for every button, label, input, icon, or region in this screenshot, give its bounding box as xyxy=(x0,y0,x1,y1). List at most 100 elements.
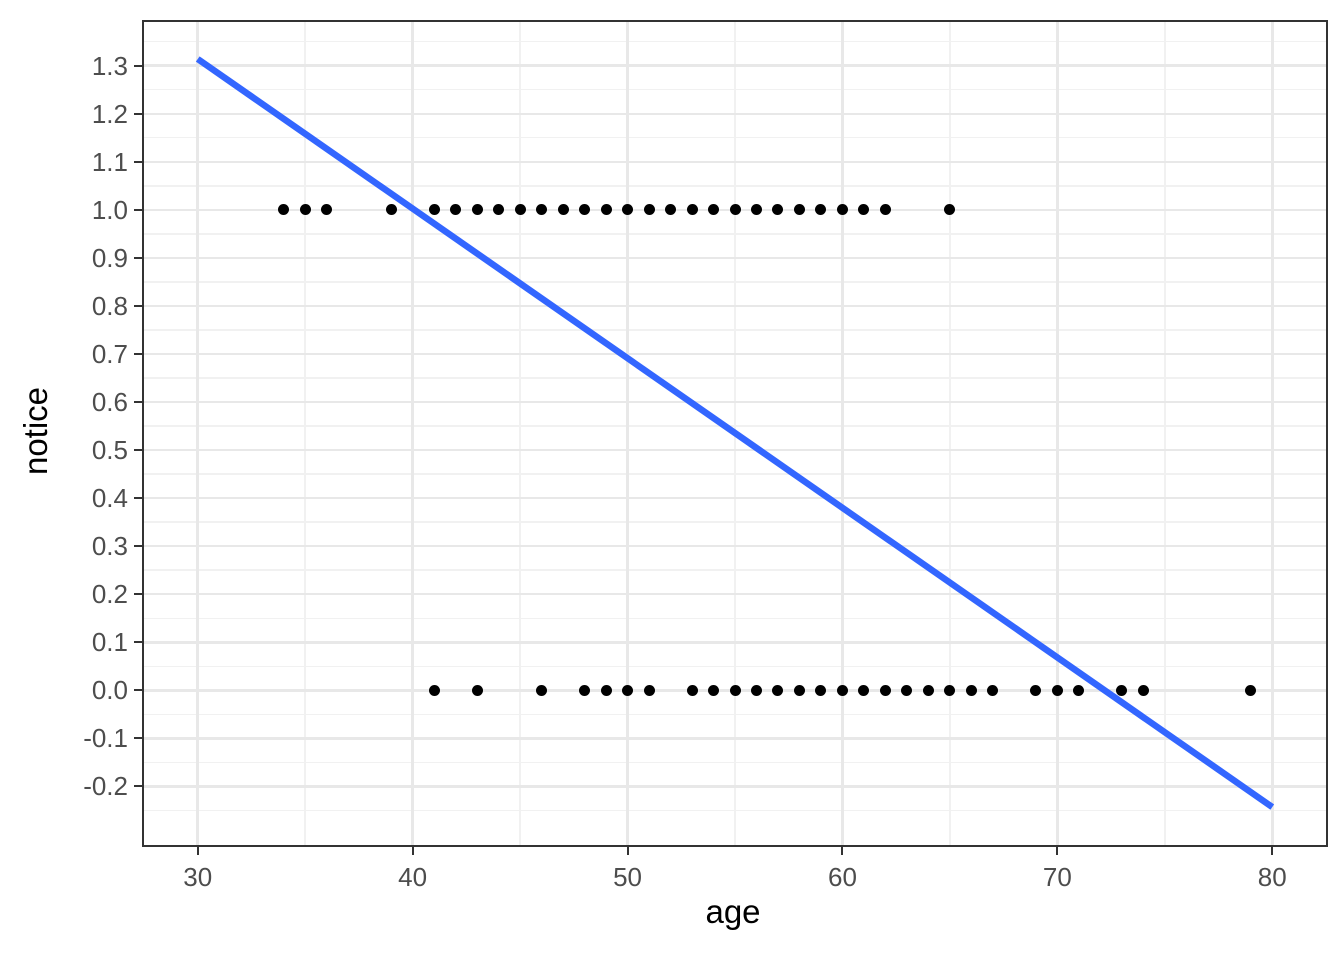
data-point xyxy=(836,684,848,696)
y-tick-mark xyxy=(134,112,142,115)
x-tick-mark xyxy=(411,847,414,855)
y-tick-label: 0.2 xyxy=(91,579,128,610)
data-point xyxy=(708,204,719,216)
data-point xyxy=(536,204,548,216)
data-point xyxy=(944,204,956,216)
y-tick-label: 0.6 xyxy=(91,387,128,418)
y-tick-mark xyxy=(134,545,142,548)
data-point xyxy=(750,684,762,696)
data-point xyxy=(750,204,762,216)
x-tick-label: 30 xyxy=(183,862,213,892)
x-tick-mark xyxy=(1056,847,1059,855)
data-point xyxy=(772,204,784,216)
data-point xyxy=(729,204,741,216)
data-point xyxy=(965,684,977,696)
data-point xyxy=(643,204,655,216)
data-point xyxy=(471,684,483,696)
y-tick-mark xyxy=(134,497,142,500)
data-point xyxy=(858,204,870,216)
y-axis-title: notice xyxy=(17,386,54,476)
y-tick-label: 0.9 xyxy=(91,242,128,273)
data-point xyxy=(1030,684,1042,696)
plot-panel xyxy=(142,20,1328,847)
y-tick-mark xyxy=(134,593,142,596)
data-point xyxy=(708,684,719,696)
data-point xyxy=(944,684,956,696)
x-tick-mark xyxy=(196,847,199,855)
data-point xyxy=(600,684,612,696)
y-tick-mark xyxy=(134,785,142,788)
y-tick-label: 0.0 xyxy=(91,675,128,706)
data-point xyxy=(557,204,569,216)
y-tick-mark xyxy=(134,208,142,211)
data-point xyxy=(385,204,397,216)
x-tick-label: 70 xyxy=(1042,862,1072,892)
x-tick-mark xyxy=(626,847,629,855)
data-point xyxy=(536,684,548,696)
y-tick-label: 0.1 xyxy=(91,627,128,658)
data-point xyxy=(836,204,848,216)
data-point xyxy=(987,684,999,696)
x-tick-mark xyxy=(841,847,844,855)
data-point xyxy=(686,204,698,216)
data-point xyxy=(879,204,891,216)
x-tick-label: 60 xyxy=(827,862,857,892)
y-tick-mark xyxy=(134,352,142,355)
y-tick-mark xyxy=(134,689,142,692)
x-tick-mark xyxy=(1271,847,1274,855)
y-tick-label: 0.3 xyxy=(91,531,128,562)
y-tick-mark xyxy=(134,401,142,404)
y-tick-label: -0.2 xyxy=(83,771,128,802)
data-point xyxy=(579,204,591,216)
data-point xyxy=(793,684,805,696)
y-tick-mark xyxy=(134,641,142,644)
data-point xyxy=(772,684,784,696)
data-point xyxy=(471,204,483,216)
data-point xyxy=(622,204,634,216)
x-tick-label: 50 xyxy=(613,862,642,892)
y-tick-label: 1.0 xyxy=(91,194,128,225)
data-point xyxy=(665,204,677,216)
y-tick-mark xyxy=(134,304,142,307)
data-point xyxy=(579,684,591,696)
y-tick-label: 0.8 xyxy=(91,290,128,321)
x-tick-label: 80 xyxy=(1257,862,1287,892)
data-point xyxy=(278,204,290,216)
data-point xyxy=(686,684,698,696)
data-point xyxy=(622,684,634,696)
data-point xyxy=(1245,684,1257,696)
data-point xyxy=(793,204,805,216)
data-point xyxy=(493,204,505,216)
y-tick-mark xyxy=(134,160,142,163)
y-tick-label: -0.1 xyxy=(83,723,128,754)
data-point xyxy=(514,204,526,216)
data-point xyxy=(858,684,870,696)
y-tick-mark xyxy=(134,256,142,259)
data-point xyxy=(600,204,612,216)
x-tick-label: 40 xyxy=(398,862,428,892)
data-point xyxy=(428,684,440,696)
data-point xyxy=(321,204,333,216)
y-tick-mark xyxy=(134,64,142,67)
data-point xyxy=(922,684,934,696)
data-point xyxy=(643,684,655,696)
data-point xyxy=(729,684,741,696)
y-tick-label: 0.7 xyxy=(91,338,128,369)
data-point xyxy=(879,684,891,696)
data-point xyxy=(1073,684,1085,696)
data-point xyxy=(901,684,913,696)
data-point xyxy=(450,204,462,216)
data-point xyxy=(1051,684,1063,696)
y-tick-mark xyxy=(134,449,142,452)
y-tick-label: 0.5 xyxy=(91,435,128,466)
data-point xyxy=(1137,684,1149,696)
data-point xyxy=(815,684,827,696)
y-tick-label: 1.2 xyxy=(91,98,128,129)
data-point xyxy=(428,204,440,216)
y-tick-label: 1.3 xyxy=(91,50,128,81)
y-tick-mark xyxy=(134,737,142,740)
y-tick-label: 0.4 xyxy=(91,483,128,514)
y-tick-label: 1.1 xyxy=(91,146,128,177)
data-point xyxy=(1116,684,1128,696)
